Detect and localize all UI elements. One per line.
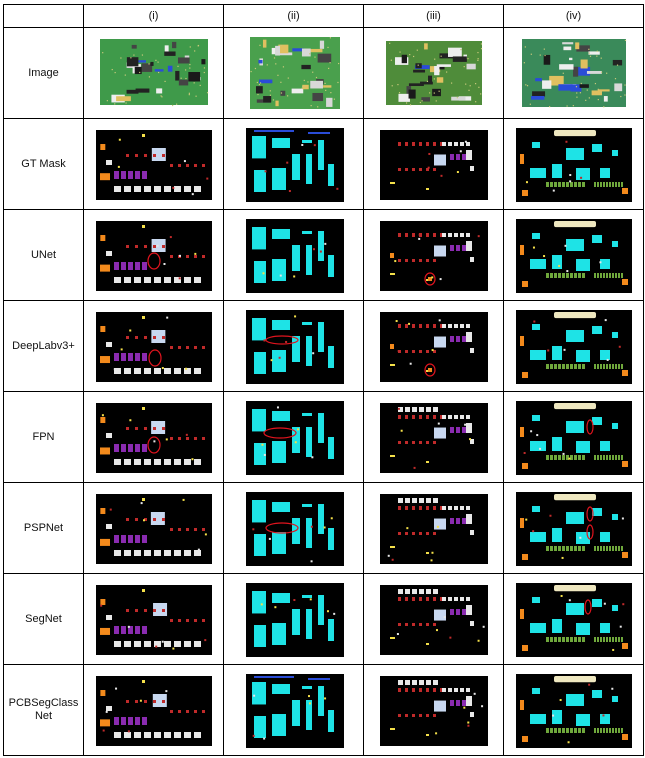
- image-cell: [503, 27, 644, 119]
- image-cell: [363, 209, 504, 301]
- result-row: DeepLabv3+: [3, 300, 644, 392]
- image-cell: [83, 118, 224, 210]
- image-cell: [503, 664, 644, 756]
- segmentation-mask: [245, 219, 344, 293]
- row-label-cell: DeepLabv3+: [3, 300, 84, 392]
- image-cell: [83, 573, 224, 665]
- segmentation-mask: [379, 312, 488, 382]
- image-cell: [83, 209, 224, 301]
- image-cell: [363, 300, 504, 392]
- image-cell: [503, 209, 644, 301]
- segmentation-mask: [379, 494, 488, 564]
- image-cell: [223, 209, 364, 301]
- result-row: Image: [3, 27, 644, 119]
- column-header: (iv): [503, 4, 644, 28]
- segmentation-mask: [515, 219, 632, 293]
- pcb-photo: [231, 33, 356, 113]
- segmentation-mask: [95, 585, 212, 655]
- segmentation-mask: [95, 494, 212, 564]
- row-label: FPN: [32, 430, 55, 443]
- segmentation-mask: [379, 585, 488, 655]
- segmentation-mask: [379, 221, 488, 291]
- result-row: GT Mask: [3, 118, 644, 210]
- segmentation-mask: [515, 401, 632, 475]
- result-row: PSPNet: [3, 482, 644, 574]
- image-cell: [83, 27, 224, 119]
- header-row: (i) (ii) (iii) (iv): [3, 4, 644, 28]
- image-cell: [223, 27, 364, 119]
- results-table: (i) (ii) (iii) (iv) Image GT Mask UNet Deep…: [3, 4, 644, 756]
- result-row: FPN: [3, 391, 644, 483]
- row-label: PCBSegClass Net: [8, 697, 79, 722]
- segmentation-mask: [515, 674, 632, 748]
- segmentation-mask: [245, 401, 344, 475]
- segmentation-mask: [515, 310, 632, 384]
- image-cell: [83, 482, 224, 574]
- row-label: UNet: [30, 248, 57, 261]
- segmentation-mask: [245, 674, 344, 748]
- segmentation-mask: [95, 312, 212, 382]
- pcb-photo: [371, 33, 496, 113]
- segmentation-mask: [95, 221, 212, 291]
- image-cell: [83, 391, 224, 483]
- column-header: (iii): [363, 4, 504, 28]
- image-cell: [223, 482, 364, 574]
- result-row: UNet: [3, 209, 644, 301]
- result-row: PCBSegClass Net: [3, 664, 644, 756]
- image-cell: [223, 391, 364, 483]
- image-cell: [503, 118, 644, 210]
- image-cell: [223, 664, 364, 756]
- column-header: (ii): [223, 4, 364, 28]
- row-label: Image: [28, 66, 59, 79]
- segmentation-mask: [515, 128, 632, 202]
- row-label-cell: UNet: [3, 209, 84, 301]
- image-cell: [363, 573, 504, 665]
- row-label: DeepLabv3+: [12, 339, 75, 352]
- image-cell: [223, 300, 364, 392]
- image-cell: [363, 482, 504, 574]
- segmentation-mask: [95, 403, 212, 473]
- row-label-cell: PSPNet: [3, 482, 84, 574]
- row-label-cell: GT Mask: [3, 118, 84, 210]
- row-label-cell: PCBSegClass Net: [3, 664, 84, 756]
- column-header: (i): [83, 4, 224, 28]
- pcb-photo: [511, 33, 636, 113]
- row-label-cell: FPN: [3, 391, 84, 483]
- segmentation-mask: [515, 492, 632, 566]
- segmentation-mask: [379, 403, 488, 473]
- image-cell: [223, 118, 364, 210]
- row-label: GT Mask: [21, 157, 66, 170]
- pcb-photo: [91, 33, 216, 113]
- segmentation-mask: [95, 676, 212, 746]
- image-cell: [83, 664, 224, 756]
- image-cell: [363, 664, 504, 756]
- segmentation-mask: [95, 130, 212, 200]
- row-label: SegNet: [25, 612, 62, 625]
- segmentation-mask: [245, 128, 344, 202]
- image-cell: [363, 391, 504, 483]
- segmentation-mask: [245, 492, 344, 566]
- image-cell: [223, 573, 364, 665]
- image-cell: [503, 300, 644, 392]
- image-cell: [503, 482, 644, 574]
- image-cell: [503, 573, 644, 665]
- row-label: PSPNet: [23, 521, 64, 534]
- segmentation-mask: [515, 583, 632, 657]
- corner-cell: [3, 4, 84, 28]
- image-cell: [363, 118, 504, 210]
- segmentation-mask: [379, 676, 488, 746]
- row-label-cell: Image: [3, 27, 84, 119]
- image-cell: [83, 300, 224, 392]
- row-label-cell: SegNet: [3, 573, 84, 665]
- segmentation-mask: [245, 583, 344, 657]
- image-cell: [503, 391, 644, 483]
- segmentation-mask: [379, 130, 488, 200]
- image-cell: [363, 27, 504, 119]
- result-row: SegNet: [3, 573, 644, 665]
- segmentation-mask: [245, 310, 344, 384]
